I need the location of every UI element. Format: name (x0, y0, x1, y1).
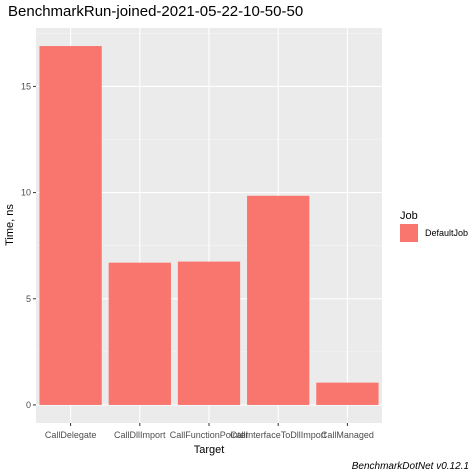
bar (39, 46, 102, 405)
bar (177, 261, 241, 405)
y-tick-label: 10 (21, 188, 31, 198)
y-tick-label: 0 (26, 400, 31, 410)
bar (247, 195, 310, 405)
y-tick-label: 5 (26, 294, 31, 304)
y-axis-title: Time, ns (4, 204, 16, 246)
legend: Job DefaultJob (400, 210, 468, 242)
x-axis: CallDelegate CallDllImport CallFunctionPoi… (45, 423, 374, 440)
caption: BenchmarkDotNet v0.12.1 (352, 461, 469, 472)
x-tick-label: CallFunctionPointer (170, 430, 249, 440)
x-axis-title: Target (194, 444, 225, 456)
y-tick-label: 15 (21, 81, 31, 91)
bar (108, 262, 171, 405)
x-tick-label: CallManaged (321, 430, 374, 440)
x-tick-label: CallDllImport (114, 430, 166, 440)
x-tick-label: CallInterfaceToDllImport (230, 430, 327, 440)
legend-title: Job (400, 210, 418, 222)
chart-title: BenchmarkRun-joined-2021-05-22-10-50-50 (8, 3, 303, 20)
legend-label: DefaultJob (425, 228, 468, 238)
bars (39, 46, 379, 405)
y-axis: 0 5 10 15 (21, 81, 36, 410)
legend-key (400, 224, 418, 242)
x-tick-label: CallDelegate (45, 430, 97, 440)
bar (316, 382, 379, 405)
